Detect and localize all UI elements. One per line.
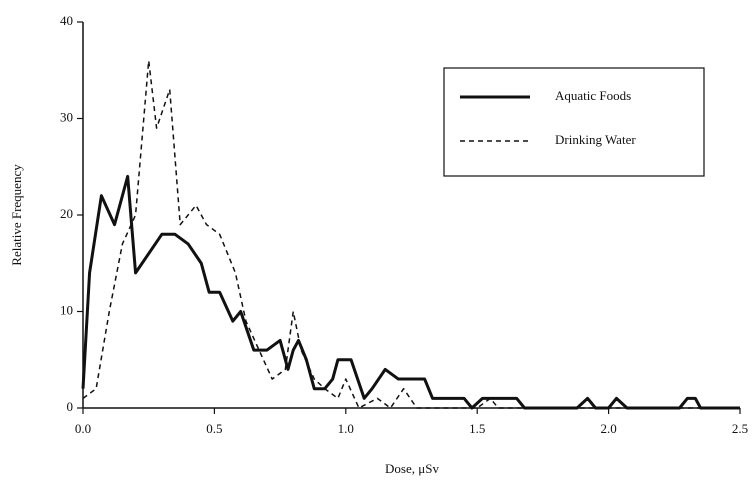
x-axis-label: Dose, μSv: [385, 461, 439, 476]
y-tick-label: 10: [60, 302, 73, 317]
x-tick-label: 2.5: [732, 421, 748, 436]
series-line: [82, 59, 740, 409]
y-axis-label: Relative Frequency: [9, 164, 24, 266]
legend-box: [443, 67, 705, 177]
legend-label: Aquatic Foods: [555, 88, 631, 103]
x-tick-label: 0.0: [75, 421, 91, 436]
x-tick-label: 1.5: [469, 421, 485, 436]
series-line: [81, 174, 740, 410]
y-tick-label: 0: [67, 399, 74, 414]
x-tick-label: 0.5: [206, 421, 222, 436]
y-tick-label: 40: [60, 13, 73, 28]
y-tick-label: 30: [60, 109, 73, 124]
x-tick-label: 1.0: [338, 421, 354, 436]
x-tick-label: 2.0: [600, 421, 616, 436]
legend-label: Drinking Water: [555, 132, 636, 147]
y-tick-label: 20: [60, 206, 73, 221]
